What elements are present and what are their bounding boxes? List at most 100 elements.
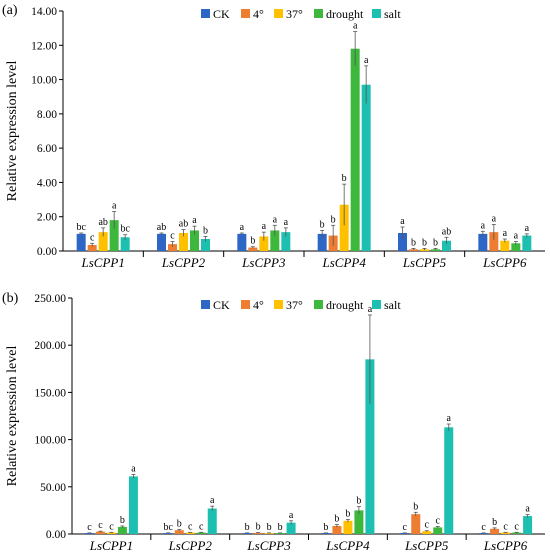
bar-4deg	[248, 247, 258, 251]
legend-swatch-37deg	[274, 300, 283, 309]
significance-letter: ab	[179, 219, 188, 230]
significance-letter: c	[503, 521, 508, 532]
significance-letter: a	[210, 495, 215, 506]
significance-letter: a	[368, 304, 373, 315]
y-tick-label: 0.00	[37, 246, 57, 258]
bar-ck	[242, 533, 252, 534]
significance-letter: bc	[76, 222, 86, 233]
legend-label-drought: drought	[326, 7, 364, 21]
bar-4deg	[489, 232, 499, 251]
y-tick-label: 100.00	[34, 435, 66, 447]
legend-label-37deg: 37°	[286, 298, 303, 312]
significance-letter: b	[203, 225, 208, 236]
bar-37deg	[264, 533, 274, 534]
y-tick-label: 50.00	[40, 482, 66, 494]
significance-letter: b	[256, 522, 261, 533]
x-category-label: LsCPP3	[246, 538, 291, 553]
bar-ck	[317, 233, 327, 251]
bar-ck	[76, 233, 86, 251]
y-tick-label: 12.00	[31, 40, 57, 52]
significance-letter: ab	[442, 226, 451, 237]
bar-37deg	[339, 204, 349, 251]
bar-37deg	[500, 240, 510, 251]
bar-ck	[84, 533, 94, 534]
significance-letter: a	[364, 55, 369, 66]
bar-ck	[321, 533, 331, 534]
legend-swatch-salt	[372, 300, 381, 309]
panel-label: (b)	[2, 291, 19, 306]
legend-label-ck: CK	[213, 7, 230, 21]
significance-letter: a	[503, 228, 508, 239]
significance-letter: b	[177, 518, 182, 529]
panel-a: (a) Relative expression level 0.00 2.00 4.00…	[2, 3, 545, 270]
bar-drought	[109, 220, 119, 251]
significance-letter: a	[289, 510, 294, 521]
bar-ck	[237, 233, 247, 251]
significance-letter: c	[514, 521, 519, 532]
bar-drought	[511, 243, 521, 251]
bar-4deg	[174, 530, 184, 534]
legend: CK 4° 37° drought salt	[201, 298, 401, 312]
significance-letter: b	[267, 522, 272, 533]
significance-letter: a	[284, 217, 289, 228]
significance-letter: c	[98, 520, 103, 531]
significance-letter: b	[245, 522, 250, 533]
significance-letter: b	[492, 517, 497, 528]
significance-letter: a	[262, 221, 267, 232]
x-category-label: LsCPP2	[161, 255, 206, 270]
bar-drought	[270, 230, 280, 251]
significance-letter: b	[320, 219, 325, 230]
x-category-label: LsCPP6	[482, 255, 527, 270]
bar-salt	[365, 359, 375, 534]
legend-swatch-ck	[201, 300, 210, 309]
bar-4deg	[253, 532, 263, 534]
bar-drought	[196, 532, 206, 534]
x-category-label: LsCPP4	[325, 538, 370, 553]
significance-letter: c	[199, 521, 204, 532]
bar-salt	[128, 476, 138, 534]
panel-label: (a)	[2, 3, 18, 18]
significance-letter: b	[342, 173, 347, 184]
bar-ck	[157, 233, 166, 251]
x-category-label: LsCPP6	[483, 538, 528, 553]
x-category-label: LsCPP1	[80, 255, 124, 270]
significance-letter: a	[353, 21, 358, 32]
legend-label-salt: salt	[384, 7, 401, 21]
x-category-label: LsCPP2	[168, 538, 213, 553]
significance-letter: b	[422, 237, 427, 248]
y-tick-label: 6.00	[37, 143, 57, 155]
significance-letter: c	[90, 232, 95, 243]
bar-salt	[444, 427, 454, 534]
significance-letter: b	[356, 496, 361, 507]
bar-drought	[512, 532, 522, 534]
significance-letter: a	[131, 464, 136, 475]
bar-4deg	[490, 528, 500, 534]
bar-ck	[479, 533, 489, 534]
bar-4deg	[332, 525, 342, 534]
significance-letter: c	[170, 231, 175, 242]
significance-letter: b	[433, 237, 438, 248]
legend-swatch-ck	[201, 9, 210, 18]
bar-4deg	[87, 245, 97, 251]
bar-drought	[350, 48, 360, 251]
bar-ck	[163, 533, 173, 534]
significance-letter: a	[492, 213, 497, 224]
significance-letter: a	[400, 216, 405, 227]
legend-label-drought: drought	[326, 298, 364, 312]
bar-37deg	[343, 520, 353, 534]
bar-salt	[523, 516, 533, 534]
significance-letter: bc	[120, 224, 130, 235]
significance-letter: b	[120, 515, 125, 526]
significance-letter: c	[481, 522, 486, 533]
bar-37deg	[179, 233, 188, 251]
legend-swatch-4deg	[241, 300, 250, 309]
significance-letter: bc	[164, 522, 174, 533]
significance-letter: c	[87, 522, 92, 533]
x-category-label: LsCPP5	[402, 255, 447, 270]
bar-37deg	[259, 236, 269, 251]
x-category-label: LsCPP5	[404, 538, 449, 553]
bar-37deg	[106, 532, 116, 534]
legend-label-37deg: 37°	[286, 7, 303, 21]
legend-swatch-37deg	[274, 9, 283, 18]
